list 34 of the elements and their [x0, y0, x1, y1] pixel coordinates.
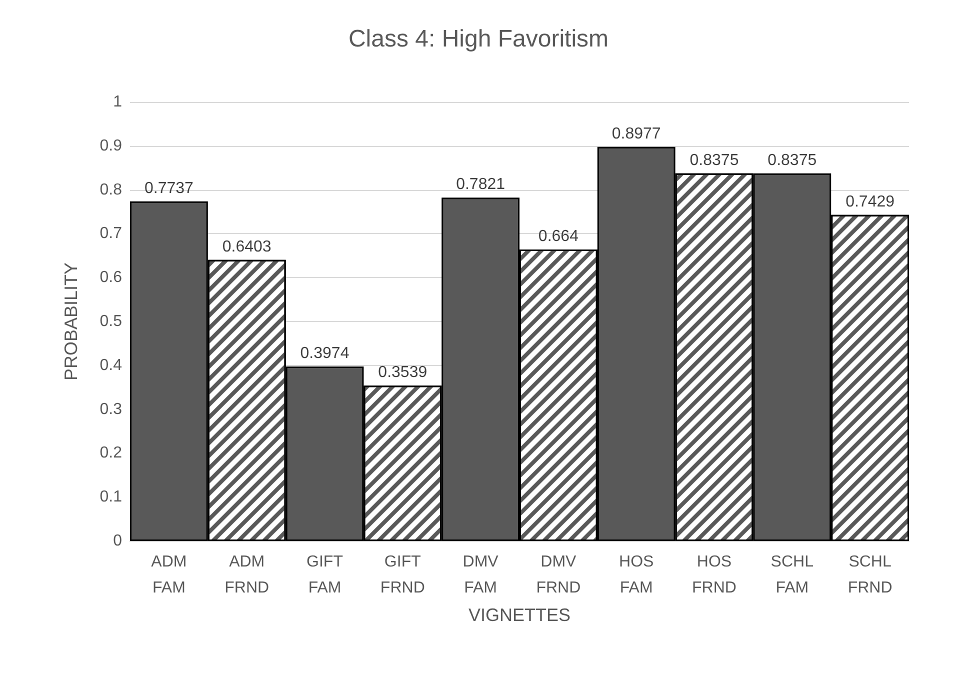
y-tick-label: 0.5	[100, 313, 122, 330]
x-tick-label: DMV FRND	[536, 554, 581, 596]
data-label: 0.3974	[300, 345, 350, 362]
data-label: 0.7429	[846, 193, 895, 210]
x-tick-label: DMV FAM	[462, 554, 499, 596]
y-tick-label: 0.8	[100, 181, 122, 198]
x-tick-label: SCHL FAM	[770, 554, 814, 596]
y-tick-label: 0.9	[100, 137, 122, 154]
y-axis-title: PROBABILITY	[61, 262, 81, 381]
y-tick-label: 0.6	[100, 269, 122, 286]
x-axis-title: VIGNETTES	[468, 604, 571, 625]
x-tick-label: HOS FAM	[619, 554, 654, 596]
y-tick-label: 0	[113, 532, 122, 550]
y-tick-label: 0.4	[100, 356, 122, 374]
y-tick-label: 0.1	[100, 488, 122, 506]
chart-title: Class 4: High Favoritism	[348, 26, 609, 52]
y-tick-label: 0.2	[100, 444, 122, 462]
x-tick-label: SCHL FRND	[848, 554, 892, 596]
data-label: 0.8375	[768, 152, 817, 169]
x-tick-label: ADM FAM	[151, 554, 187, 596]
data-label: 0.3539	[378, 364, 428, 382]
data-label: 0.8375	[690, 152, 739, 169]
data-label: 0.8977	[612, 125, 661, 142]
data-label: 0.6403	[222, 238, 272, 256]
data-label: 0.7821	[456, 176, 506, 194]
y-tick-label: 1	[113, 94, 122, 110]
data-label: 0.664	[538, 228, 579, 246]
data-label: 0.7737	[144, 180, 194, 197]
y-tick-label: 0.7	[100, 225, 122, 242]
x-tick-label: HOS FRND	[692, 554, 736, 596]
x-tick-label: GIFT FAM	[306, 554, 344, 596]
x-tick-label: GIFT FRND	[380, 554, 425, 596]
y-tick-label: 0.3	[100, 400, 122, 418]
x-tick-label: ADM FRND	[224, 554, 270, 596]
